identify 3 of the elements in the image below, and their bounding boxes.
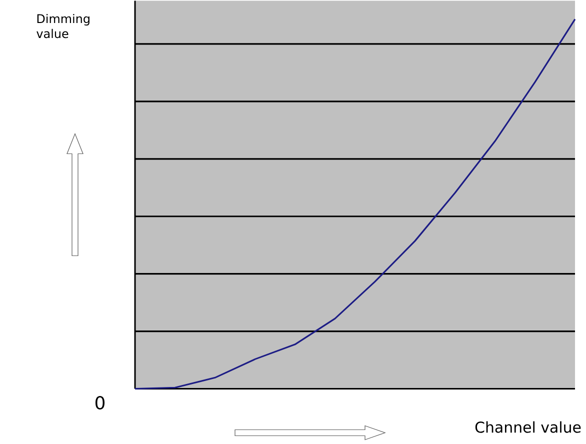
y-axis-title: Dimming value xyxy=(36,14,90,38)
x-axis-title: Channel value xyxy=(475,421,581,433)
text: 0 xyxy=(95,396,105,410)
